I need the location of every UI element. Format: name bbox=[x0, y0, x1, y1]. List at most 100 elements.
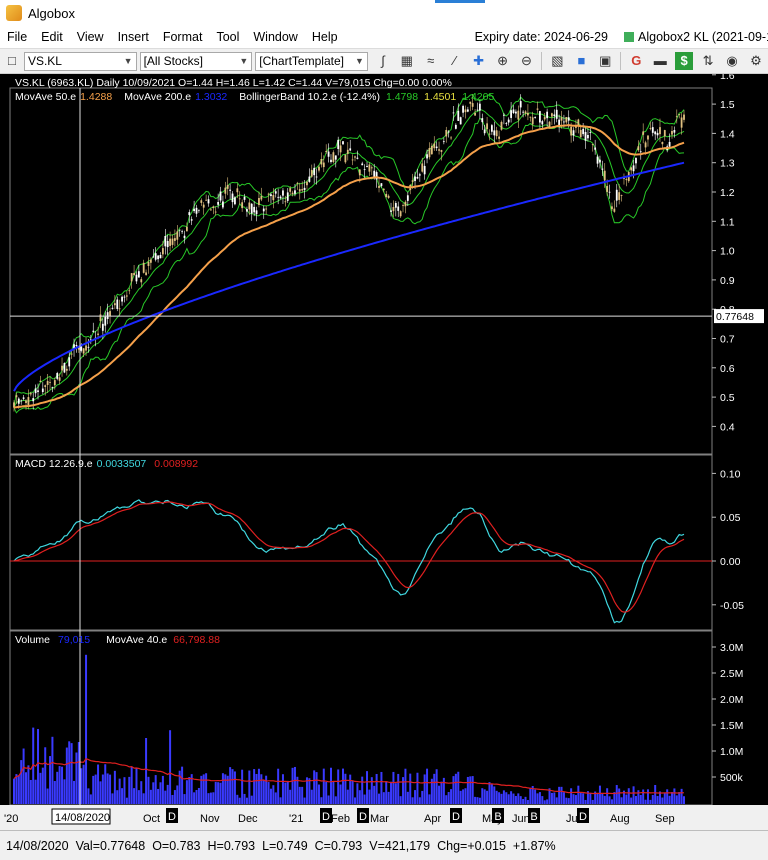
chart-type-icon[interactable]: ∫ bbox=[381, 53, 385, 68]
menu-view[interactable]: View bbox=[76, 30, 104, 44]
settings-icon[interactable]: ⚙ bbox=[750, 53, 762, 68]
volume-bar bbox=[562, 792, 565, 804]
crosshair-price-box bbox=[714, 309, 764, 324]
bollinger-upper bbox=[13, 93, 685, 408]
book-icon[interactable]: ▬ bbox=[653, 53, 667, 68]
stock-chart[interactable]: 1.61.51.41.31.21.11.00.90.80.70.60.50.40… bbox=[0, 74, 768, 830]
title-accent bbox=[435, 0, 485, 3]
volume-bar bbox=[46, 788, 49, 804]
candle-body bbox=[65, 368, 68, 371]
candle-body bbox=[438, 149, 440, 151]
volume-bar bbox=[630, 797, 633, 804]
new-page-icon[interactable]: □ bbox=[8, 53, 16, 68]
candle-body bbox=[267, 193, 270, 195]
candle-body bbox=[41, 388, 44, 392]
zoom-in-icon[interactable]: ⊕ bbox=[497, 53, 509, 68]
candle-body bbox=[133, 273, 135, 276]
candle-body bbox=[632, 165, 635, 172]
candle-body bbox=[296, 182, 299, 184]
menu-file[interactable]: File bbox=[7, 30, 28, 44]
candle-body bbox=[306, 181, 308, 186]
calculator-icon[interactable]: ▧ bbox=[551, 53, 564, 68]
volume-bar bbox=[149, 789, 152, 804]
menu-window[interactable]: Window bbox=[253, 30, 298, 44]
stocks-combo[interactable]: [All Stocks] ▼ bbox=[139, 51, 253, 71]
menu-tool[interactable]: Tool bbox=[216, 30, 240, 44]
volume-bar bbox=[219, 782, 222, 804]
sort-icon[interactable]: ⇅ bbox=[702, 53, 714, 68]
volume-bar bbox=[233, 771, 236, 804]
candle-body bbox=[488, 133, 491, 135]
template-combo[interactable]: [ChartTemplate] ▼ bbox=[255, 51, 368, 71]
volume-bar bbox=[337, 769, 340, 804]
menu-help[interactable]: Help bbox=[311, 30, 338, 44]
volume-bar bbox=[572, 794, 575, 804]
candle-body bbox=[282, 190, 284, 196]
date-axis-label: Apr bbox=[424, 813, 441, 825]
volume-bar bbox=[423, 774, 426, 804]
volume-bar bbox=[524, 796, 527, 804]
blue-chart-icon[interactable]: ■ bbox=[577, 53, 586, 68]
zoom-out-icon[interactable]: ⊖ bbox=[521, 53, 532, 68]
candle-body bbox=[620, 195, 623, 196]
candlestick-icon[interactable]: ▦ bbox=[400, 53, 413, 68]
calendar-icon[interactable]: ▣ bbox=[599, 53, 612, 68]
candle-body bbox=[416, 176, 419, 179]
candle-body bbox=[426, 154, 428, 159]
draw-line-icon[interactable]: ∕ bbox=[453, 53, 456, 68]
volume-bar bbox=[644, 799, 647, 804]
google-icon[interactable]: G bbox=[631, 53, 642, 68]
price-pane bbox=[9, 87, 713, 455]
volume-bar bbox=[82, 764, 85, 804]
candle-body bbox=[536, 108, 539, 110]
menu-format[interactable]: Format bbox=[162, 30, 203, 44]
date-axis-label: Feb bbox=[331, 813, 350, 825]
zoom-fit-icon[interactable]: ◉ bbox=[726, 53, 738, 68]
volume-bar bbox=[466, 776, 469, 804]
volume-bar bbox=[565, 797, 568, 804]
status-high: H=0.793 bbox=[207, 838, 256, 853]
volume-bar bbox=[171, 794, 174, 804]
volume-bar bbox=[195, 790, 198, 804]
volume-bar bbox=[582, 793, 585, 804]
volume-bar bbox=[80, 768, 83, 804]
candle-body bbox=[301, 189, 304, 191]
volume-bar bbox=[250, 795, 253, 804]
volume-bar bbox=[656, 795, 659, 804]
candle-body bbox=[123, 296, 126, 298]
volume-bar bbox=[618, 788, 621, 804]
toolbar-separator bbox=[541, 52, 543, 70]
algobox2-session[interactable]: Algobox2 KL (2021-09-10 bbox=[624, 30, 768, 44]
volume-bar bbox=[678, 792, 681, 804]
price-axis-label: 0.9 bbox=[720, 275, 735, 287]
signal-marker-box bbox=[577, 808, 589, 823]
candle-body bbox=[113, 303, 116, 306]
price-header-line1: VS.KL (6963.KL) Daily 10/09/2021 O=1.44 … bbox=[15, 77, 452, 89]
volume-bar bbox=[435, 769, 438, 804]
volume-bar bbox=[620, 797, 623, 804]
volume-bar bbox=[34, 779, 37, 804]
volume-bar bbox=[229, 767, 232, 804]
symbol-combo[interactable]: VS.KL ▼ bbox=[23, 51, 137, 71]
candle-body bbox=[560, 117, 563, 121]
candle-body bbox=[219, 191, 222, 201]
chart-area[interactable]: 1.61.51.41.31.21.11.00.90.80.70.60.50.40… bbox=[0, 74, 768, 830]
crosshair-icon[interactable]: ✚ bbox=[473, 53, 485, 68]
menu-edit[interactable]: Edit bbox=[41, 30, 63, 44]
candle-body bbox=[166, 240, 169, 248]
menu-insert[interactable]: Insert bbox=[117, 30, 149, 44]
status-pct: +1.87% bbox=[512, 838, 556, 853]
candle-body bbox=[385, 193, 388, 197]
candle-body bbox=[454, 124, 457, 129]
candle-body bbox=[140, 279, 143, 283]
candle-body bbox=[183, 235, 186, 239]
candle-body bbox=[125, 295, 128, 297]
volume-bar bbox=[301, 786, 304, 804]
volume-bar bbox=[272, 785, 275, 804]
volume-bar bbox=[327, 795, 330, 804]
indicator-icon[interactable]: ≈ bbox=[427, 53, 435, 68]
volume-ma-value: 66,798.88 bbox=[173, 634, 220, 646]
candle-body bbox=[164, 235, 167, 247]
candle-body bbox=[404, 201, 407, 207]
dollar-icon[interactable]: $ bbox=[675, 52, 694, 70]
